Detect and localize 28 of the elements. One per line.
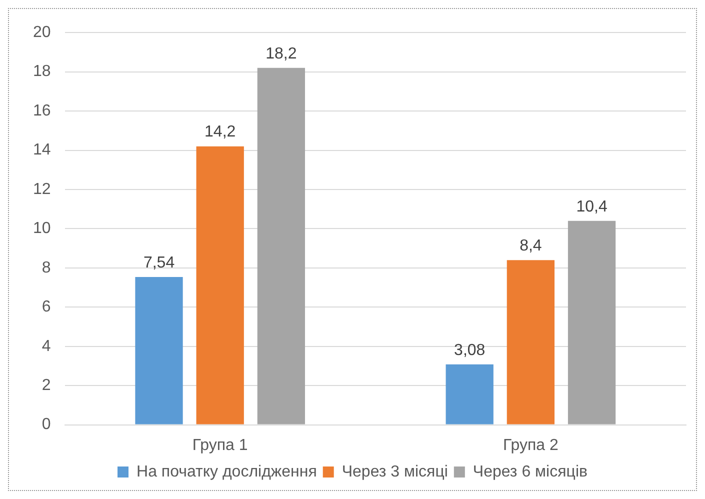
bar	[568, 220, 616, 424]
bar	[196, 146, 244, 424]
bar	[446, 364, 494, 424]
data-label: 10,4	[576, 198, 608, 216]
data-label: 14,2	[204, 124, 236, 141]
legend-label: Через 3 місяці	[342, 463, 448, 480]
y-tick-label: 2	[42, 376, 51, 394]
data-label: 7,54	[143, 254, 175, 272]
y-tick-label: 14	[33, 142, 51, 159]
data-label: 8,4	[520, 237, 542, 254]
y-tick-label: 8	[42, 259, 51, 276]
y-tick-label: 16	[33, 102, 51, 120]
bar	[257, 68, 306, 424]
bar	[135, 276, 183, 424]
y-tick-label: 10	[33, 220, 51, 238]
y-tick-label: 20	[33, 24, 51, 42]
y-tick-label: 6	[42, 298, 51, 316]
legend-label: Через 6 місяців	[472, 463, 588, 480]
y-tick-label: 4	[42, 338, 51, 355]
data-label: 18,2	[266, 45, 297, 62]
y-tick-label: 0	[42, 416, 51, 434]
x-tick-label: Група 1	[192, 436, 248, 454]
y-tick-label: 18	[33, 63, 51, 80]
legend-label: На початку дослідження	[136, 463, 317, 480]
x-tick-label: Група 2	[503, 436, 558, 454]
y-tick-label: 12	[33, 180, 51, 198]
bar	[506, 260, 555, 424]
data-label: 3,08	[454, 342, 486, 359]
